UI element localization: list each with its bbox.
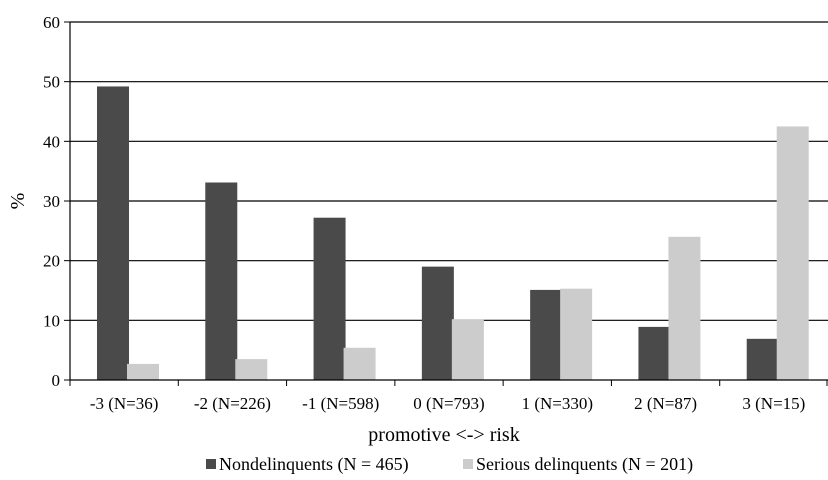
axes xyxy=(64,21,828,386)
x-tick-label: -3 (N=36) xyxy=(90,394,159,413)
x-tick-label: 0 (N=793) xyxy=(413,394,484,413)
x-tick-label: -1 (N=598) xyxy=(302,394,379,413)
bar-serious-delinquents-4 xyxy=(560,288,593,380)
bar-nondelinquents-5 xyxy=(638,326,671,380)
x-tick-label: 3 (N=15) xyxy=(742,394,805,413)
x-tick-label: -2 (N=226) xyxy=(194,394,271,413)
y-tick-label: 10 xyxy=(43,311,60,330)
bar-nondelinquents-4 xyxy=(530,289,563,380)
bar-serious-delinquents-0 xyxy=(127,363,159,380)
legend-swatch-serious-delinquents xyxy=(463,459,473,469)
bar-serious-delinquents-5 xyxy=(668,236,701,380)
y-tick-label: 30 xyxy=(43,192,60,211)
bar-nondelinquents-1 xyxy=(205,182,238,380)
tick-labels: 0 10 20 30 40 50 60 -3 (N=36) -2 (N=226) -1 (N=59… xyxy=(43,13,805,413)
y-axis-title: % xyxy=(7,193,29,210)
x-tick-label: 1 (N=330) xyxy=(522,394,593,413)
y-tick-label: 20 xyxy=(43,252,60,271)
legend-label-nondelinquents: Nondelinquents (N = 465) xyxy=(219,454,409,475)
bar-nondelinquents-3 xyxy=(421,266,454,380)
legend: Nondelinquents (N = 465) Serious delinque… xyxy=(206,454,693,475)
legend-swatch-nondelinquents xyxy=(206,459,216,469)
y-tick-label: 50 xyxy=(43,73,60,92)
y-tick-label: 0 xyxy=(52,371,61,390)
bar-nondelinquents-2 xyxy=(313,217,346,380)
bar-serious-delinquents-2 xyxy=(343,347,376,380)
y-tick-label: 60 xyxy=(43,13,60,32)
x-axis-title: promotive <-> risk xyxy=(368,424,519,446)
bar-serious-delinquents-6 xyxy=(776,126,809,381)
bars xyxy=(97,86,809,381)
bar-serious-delinquents-1 xyxy=(235,359,268,380)
gridlines xyxy=(70,21,828,321)
bar-nondelinquents-6 xyxy=(746,338,779,380)
bar-nondelinquents-0 xyxy=(97,86,129,380)
bar-serious-delinquents-3 xyxy=(451,319,484,380)
x-tick-label: 2 (N=87) xyxy=(634,394,697,413)
legend-label-serious-delinquents: Serious delinquents (N = 201) xyxy=(476,454,693,475)
y-tick-label: 40 xyxy=(43,132,60,151)
